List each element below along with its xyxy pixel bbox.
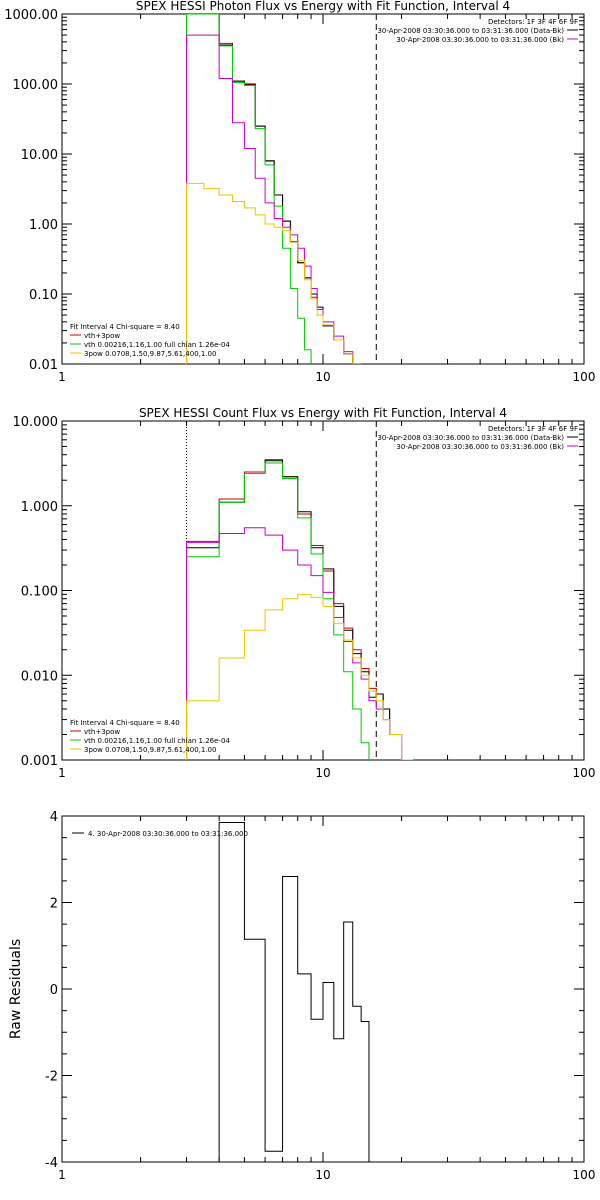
y-tick-label: 1.000 — [21, 500, 58, 515]
y-axis-label: Raw Residuals — [8, 939, 24, 1039]
x-tick-label: 1 — [58, 370, 66, 384]
count-flux-chart: SPEX HESSI Count Flux vs Energy with Fit… — [13, 406, 596, 780]
y-tick-label: 0.010 — [21, 669, 58, 684]
x-tick-label: 100 — [573, 370, 596, 384]
series-line-vth — [186, 462, 370, 760]
residuals-chart: 1 10 100 -4 -2 0 2 4 Raw Residuals 4. 30-Apr-2008… — [8, 810, 596, 1182]
x-tick-label: 1 — [58, 766, 66, 780]
x-tick-label: 10 — [315, 1168, 330, 1182]
x-tick-label: 10 — [315, 766, 330, 780]
y-tick-label: -2 — [45, 1070, 58, 1085]
series-line-3pow — [186, 182, 354, 364]
y-tick-label: 4 — [50, 810, 58, 825]
y-tick-label: 0.10 — [29, 288, 58, 303]
legend-entry-text: Detectors: 1F 3F 4F 6F 9F — [488, 18, 578, 26]
legend-entry-text: 30-Apr-2008 03:30:36.000 to 03:31:36.000… — [396, 36, 564, 44]
y-tick-label: 10.00 — [21, 148, 58, 163]
legend-entry-text: vth 0.00216,1.16,1.00 full chian 1.26e-0… — [84, 341, 230, 349]
legend-entry-text: 3pow 0.0708,1.50,9.87,5.61,400,1.00 — [84, 350, 216, 358]
x-tick-label: 100 — [573, 766, 596, 780]
y-tick-label: 0.100 — [21, 585, 58, 600]
legend-entry-text: Fit Interval 4 Chi-square = 8.40 — [70, 323, 180, 331]
series-line-vth+3pow — [186, 459, 413, 760]
y-tick-label: 100.00 — [13, 78, 59, 93]
y-tick-label: 0.001 — [21, 754, 58, 769]
photon-flux-chart: SPEX HESSI Photon Flux vs Energy with Fi… — [4, 0, 596, 384]
legend-entry-text: Detectors: 1F 3F 4F 6F 9F — [488, 425, 578, 433]
chart-title: SPEX HESSI Photon Flux vs Energy with Fi… — [136, 0, 510, 13]
y-tick-label: 10.000 — [13, 415, 59, 430]
legend-entry-text: 4. 30-Apr-2008 03:30:36.000 to 03:31:36.… — [88, 830, 248, 838]
series-group — [186, 821, 377, 1162]
series-group — [186, 459, 413, 760]
legend-entry-text: vth+3pow — [84, 332, 120, 340]
x-tick-label: 1 — [58, 1168, 66, 1182]
y-tick-label: 0 — [50, 983, 58, 998]
series-line-series-3 — [186, 34, 362, 364]
series-line-series-3 — [186, 527, 413, 760]
legend-entry-text: vth+3pow — [84, 728, 120, 736]
legend-entry-text: 3pow 0.0708,1.50,9.87,5.61,400,1.00 — [84, 746, 216, 754]
chart-title: SPEX HESSI Count Flux vs Energy with Fit… — [139, 406, 507, 420]
legend-entry-text: Fit Interval 4 Chi-square = 8.40 — [70, 719, 180, 727]
series-line-series-1 — [186, 460, 413, 760]
x-tick-label: 100 — [573, 1168, 596, 1182]
legend-entry-text: vth 0.00216,1.16,1.00 full chian 1.26e-0… — [84, 737, 230, 745]
y-tick-label: -4 — [45, 1156, 58, 1171]
series-line-series-0 — [186, 821, 377, 1162]
y-tick-label: 1.00 — [29, 218, 58, 233]
series-line-vth — [186, 14, 312, 364]
legend-entry-text: 30-Apr-2008 03:30:36.000 to 03:31:36.000… — [377, 434, 564, 442]
legend-entry-text: 30-Apr-2008 03:30:36.000 to 03:31:36.000… — [377, 27, 564, 35]
series-line-3pow — [186, 593, 413, 760]
y-tick-label: 1000.00 — [4, 8, 58, 23]
legend-entry-text: 30-Apr-2008 03:30:36.000 to 03:31:36.000… — [396, 443, 564, 451]
x-tick-label: 10 — [315, 370, 330, 384]
series-line-vth+3pow — [186, 14, 354, 364]
y-tick-label: 0.01 — [29, 358, 58, 373]
series-line-series-1 — [186, 14, 354, 364]
y-tick-label: 2 — [50, 897, 58, 912]
series-group — [186, 14, 362, 364]
